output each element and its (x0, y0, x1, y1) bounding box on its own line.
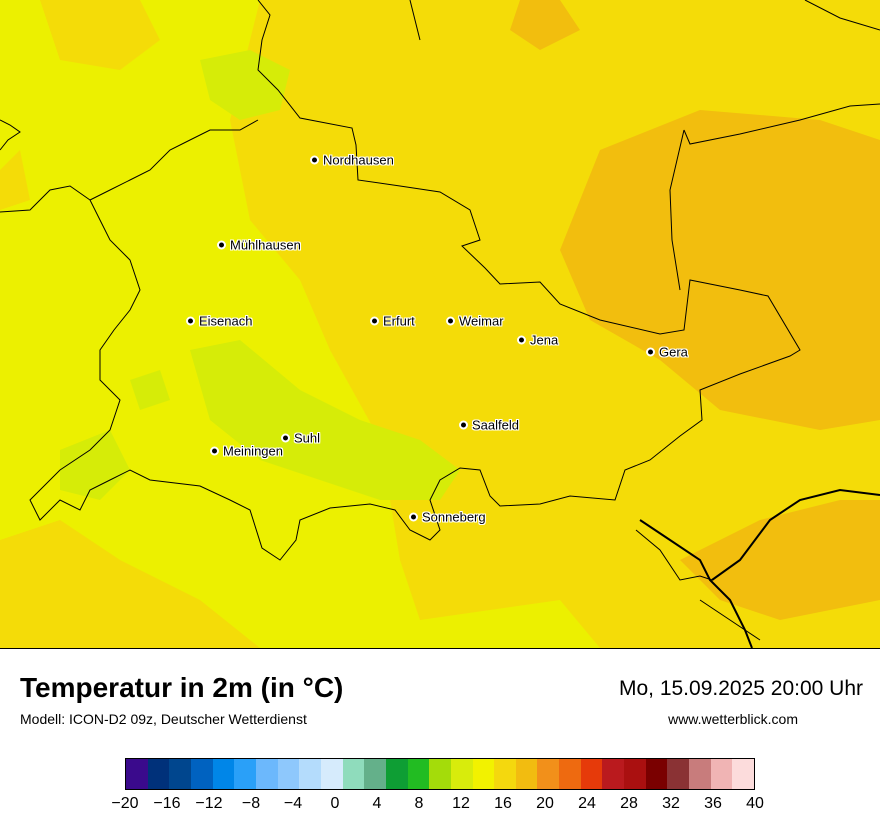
legend-tick-label: 0 (330, 795, 340, 812)
city-marker-erfurt: Erfurt (370, 313, 415, 329)
legend-swatch (126, 759, 148, 789)
legend-tick-label: 20 (536, 795, 554, 812)
legend-tick-label: 16 (494, 795, 512, 812)
city-dot (459, 420, 468, 430)
legend-swatch (732, 759, 755, 789)
legend-swatch (537, 759, 560, 789)
city-marker-sonneberg: Sonneberg (409, 509, 486, 525)
legend-tick-label: 12 (452, 795, 470, 812)
legend-swatch (580, 759, 603, 789)
legend-swatch (645, 759, 668, 789)
map-title: Temperatur in 2m (in °C) (20, 672, 344, 703)
legend-tick-label: 32 (662, 795, 680, 812)
city-dot (281, 433, 290, 443)
legend-swatch (277, 759, 300, 789)
legend-tick-label: −16 (153, 795, 181, 812)
legend-swatch (494, 759, 516, 789)
legend-swatch (515, 759, 538, 789)
legend-tick-label: 4 (372, 795, 382, 812)
city-marker-weimar: Weimar (446, 313, 504, 329)
city-label: Meiningen (223, 443, 283, 459)
legend-swatch (212, 759, 235, 789)
legend-swatch (169, 759, 191, 789)
legend-swatch (472, 759, 495, 789)
city-dot (310, 155, 319, 165)
legend-tick-label: 24 (578, 795, 596, 812)
legend-swatch (689, 759, 711, 789)
city-label: Gera (659, 344, 688, 360)
legend-tick-label: −12 (195, 795, 223, 812)
legend-swatch (559, 759, 581, 789)
city-marker-jena: Jena (517, 332, 559, 348)
city-label: Eisenach (199, 313, 253, 329)
legend-tick-label: 40 (746, 795, 764, 812)
city-marker-muehlhausen: Mühlhausen (217, 237, 301, 253)
legend-swatch (364, 759, 386, 789)
city-label: Suhl (294, 430, 321, 446)
legend-swatch (602, 759, 625, 789)
legend-swatch (147, 759, 170, 789)
state-borders (0, 0, 880, 641)
country-border (639, 519, 753, 648)
city-marker-saalfeld: Saalfeld (459, 417, 519, 433)
legend-swatch (299, 759, 321, 789)
city-dot (217, 240, 226, 250)
city-label: Nordhausen (323, 152, 394, 168)
legend-swatch (385, 759, 408, 789)
city-dot (370, 316, 379, 326)
city-dot (517, 335, 526, 345)
legend-swatch (342, 759, 365, 789)
city-dot (646, 347, 655, 357)
city-label: Sonneberg (422, 509, 486, 525)
legend-tick-label: 36 (704, 795, 722, 812)
legend-tick-label: 8 (414, 795, 424, 812)
legend-swatch (190, 759, 213, 789)
legend-swatch (407, 759, 430, 789)
city-dot (446, 316, 455, 326)
city-label: Saalfeld (472, 417, 519, 433)
city-label: Weimar (459, 313, 504, 329)
legend-tick-label: −20 (111, 795, 139, 812)
legend-swatch (429, 759, 451, 789)
city-label: Mühlhausen (230, 237, 301, 253)
legend-swatch (710, 759, 733, 789)
legend-swatch (624, 759, 646, 789)
city-dot (186, 316, 195, 326)
model-info: Modell: ICON-D2 09z, Deutscher Wetterdie… (20, 711, 307, 727)
forecast-datetime: Mo, 15.09.2025 20:00 Uhr (618, 677, 863, 700)
legend-swatch (320, 759, 343, 789)
city-marker-eisenach: Eisenach (186, 313, 253, 329)
color-legend-bar (125, 758, 755, 790)
city-label: Jena (530, 332, 559, 348)
legend-tick-label: −8 (241, 795, 261, 812)
city-label: Erfurt (383, 313, 415, 329)
country-border-east (711, 488, 880, 581)
temperature-map: Nordhausen Mühlhausen Eisenach Erfurt We… (0, 0, 880, 649)
map-svg (0, 0, 880, 648)
legend-tick-label: 28 (620, 795, 638, 812)
legend-swatch (450, 759, 473, 789)
legend-swatch (234, 759, 256, 789)
legend-swatch (667, 759, 690, 789)
website-link[interactable]: www.wetterblick.com (668, 711, 798, 727)
city-marker-nordhausen: Nordhausen (310, 152, 394, 168)
temp-zone-14-16 (60, 50, 460, 500)
legend-tick-label: −4 (283, 795, 303, 812)
legend-swatch (255, 759, 278, 789)
city-marker-gera: Gera (646, 344, 688, 360)
city-dot (409, 512, 418, 522)
city-dot (210, 446, 219, 456)
city-marker-suhl: Suhl (281, 430, 321, 446)
city-marker-meiningen: Meiningen (210, 443, 283, 459)
